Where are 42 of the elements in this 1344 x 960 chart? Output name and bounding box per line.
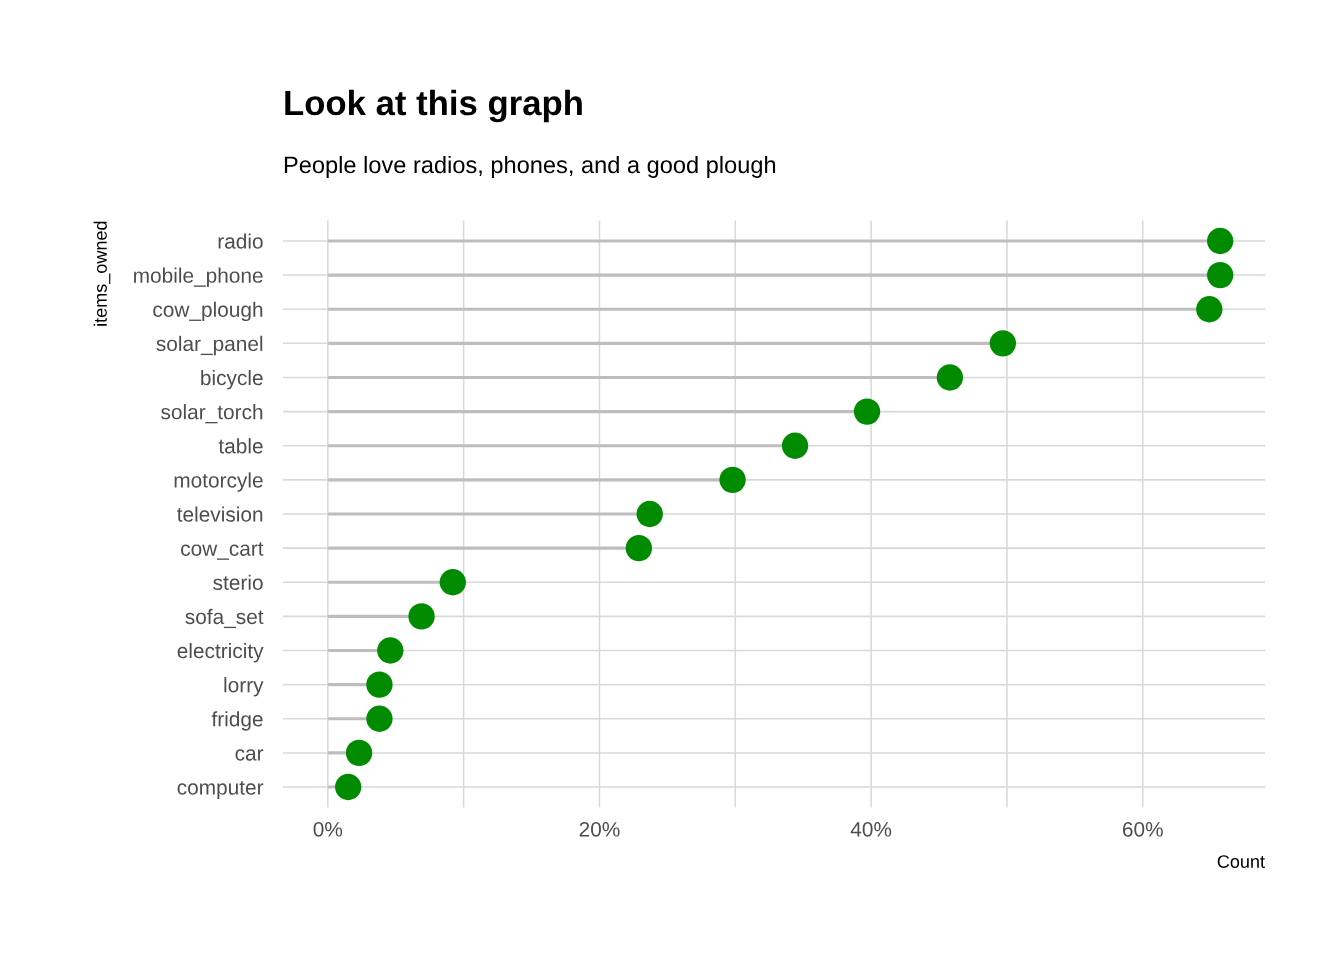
y-tick-label: sofa_set — [185, 608, 264, 629]
point — [853, 398, 881, 425]
point — [719, 466, 746, 494]
y-tick-label: motorcyle — [174, 472, 263, 492]
point — [936, 364, 964, 391]
y-tick-label: bicycle — [201, 369, 263, 390]
chart-title: Look at this graph — [285, 89, 582, 123]
point — [625, 534, 653, 562]
y-tick-label: lorry — [224, 677, 264, 697]
point — [377, 637, 404, 664]
point — [366, 671, 393, 698]
y-tick-label: computer — [177, 781, 264, 799]
point — [989, 330, 1017, 357]
y-tick-label: solar_panel — [156, 335, 263, 356]
y-tick-label: cow_cart — [181, 542, 264, 560]
point — [636, 500, 663, 528]
y-tick-label: mobile_phone — [134, 267, 263, 287]
y-tick-label: electricity — [177, 642, 264, 663]
point — [439, 569, 466, 596]
y-tick-label: sterio — [213, 574, 263, 591]
point — [345, 739, 373, 767]
point — [408, 603, 435, 630]
y-tick-label: cow_plough — [153, 301, 263, 322]
point — [1196, 296, 1223, 323]
y-tick-label: car — [235, 749, 264, 761]
y-tick-label: television — [177, 506, 263, 522]
y-axis-title: items_owned — [93, 221, 111, 326]
x-tick-label: 20% — [579, 821, 620, 837]
y-tick-label: table — [218, 438, 263, 454]
y-tick-label: solar_torch — [161, 404, 263, 424]
point — [1207, 261, 1234, 289]
x-tick-label: 60% — [1122, 821, 1163, 837]
point — [1207, 227, 1234, 255]
point — [781, 432, 809, 459]
x-axis-title: Count — [1217, 855, 1265, 868]
x-tick-label: 40% — [850, 821, 892, 837]
point — [366, 705, 393, 732]
point — [335, 773, 362, 801]
x-tick-label: 0% — [313, 821, 343, 837]
chart-subtitle: People love radios, phones, and a good plough — [284, 155, 776, 178]
y-tick-label: radio — [218, 233, 263, 249]
y-tick-label: fridge — [211, 711, 263, 731]
